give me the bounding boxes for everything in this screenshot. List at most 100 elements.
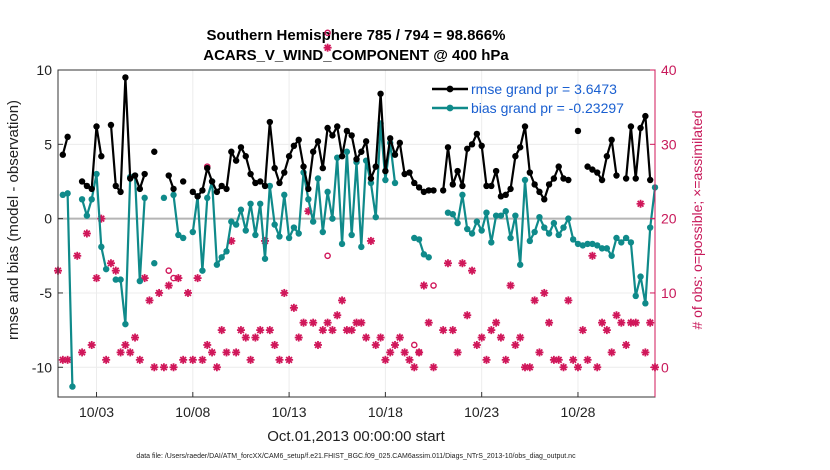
rmse-point (290, 142, 298, 150)
obs-assimilated-marker (593, 363, 602, 372)
obs-possible-marker (324, 29, 331, 37)
rmse-point (127, 175, 134, 182)
obs-assimilated-stroke (324, 319, 332, 327)
bias-point (305, 196, 312, 203)
rmse-point (88, 185, 95, 193)
rmse-point (565, 176, 572, 184)
obs-assimilated-stroke (420, 282, 428, 290)
obs-assimilated-marker (222, 348, 231, 357)
obs-assimilated-stroke (545, 319, 553, 327)
obs-assimilated-marker (569, 355, 578, 364)
bias-point (512, 212, 519, 219)
bias-point (98, 243, 105, 251)
rmse-point (512, 153, 519, 160)
rmse-point (189, 188, 197, 196)
obs-assimilated-marker (313, 340, 322, 349)
bias-point (415, 236, 423, 243)
obs-assimilated-stroke (174, 274, 182, 282)
legend-rmse-label: rmse grand pr = 3.6473 (471, 81, 617, 97)
obs-assimilated-stroke (579, 326, 587, 334)
bias-point (420, 251, 428, 258)
rmse-point (165, 172, 172, 179)
obs-assimilated-stroke (497, 334, 505, 342)
obs-assimilated-marker (357, 318, 366, 327)
obs-assimilated-marker (289, 303, 298, 312)
bias-point (372, 213, 379, 221)
rmse-point (338, 153, 346, 160)
obs-assimilated-stroke (247, 356, 255, 364)
obs-assimilated-stroke (145, 296, 153, 304)
obs-assimilated-marker (338, 296, 347, 305)
obs-assimilated-marker (545, 318, 554, 327)
obs-assimilated-marker (400, 348, 409, 357)
bias-point (266, 182, 274, 190)
rmse-point (396, 139, 404, 147)
obs-assimilated-stroke (117, 348, 125, 356)
bias-point (598, 245, 606, 252)
rmse-point (367, 175, 375, 182)
rmse-point (179, 178, 187, 185)
obs-assimilated-marker (443, 259, 452, 268)
obs-assimilated-stroke (362, 334, 370, 342)
y2-tick-label: 30 (661, 136, 677, 152)
obs-assimilated-stroke (348, 326, 356, 334)
bias-point (69, 383, 76, 390)
obs-assimilated-marker (140, 274, 149, 283)
rmse-point (117, 188, 124, 196)
bias-point (160, 194, 168, 202)
bias-point (516, 261, 524, 268)
obs-assimilated-marker (429, 363, 438, 372)
rmse-point (309, 148, 317, 155)
rmse-point (242, 153, 249, 160)
y-tick-label: -10 (32, 359, 52, 375)
obs-assimilated-marker (265, 326, 274, 335)
bias-point (358, 243, 365, 251)
bias-point (338, 240, 346, 248)
rmse-point (622, 175, 630, 182)
obs-assimilated-stroke (593, 363, 601, 371)
obs-assimilated-marker (424, 318, 433, 327)
obs-assimilated-stroke (237, 326, 245, 334)
rmse-point (170, 185, 177, 193)
obs-assimilated-marker (468, 266, 477, 275)
obs-assimilated-marker (376, 333, 385, 342)
rmse-point (454, 167, 461, 175)
obs-assimilated-marker (439, 326, 448, 335)
bias-point (382, 176, 389, 184)
obs-assimilated-marker (511, 340, 520, 349)
obs-assimilated-stroke (189, 356, 197, 364)
obs-assimilated-marker (530, 296, 539, 305)
bias-point (204, 194, 211, 202)
obs-assimilated-marker (188, 355, 197, 364)
obs-possible-marker (165, 267, 173, 274)
obs-assimilated-stroke (612, 311, 621, 319)
bias-point (151, 260, 158, 267)
rmse-point (560, 175, 567, 182)
rmse-point (358, 148, 365, 155)
obs-assimilated-marker (193, 274, 202, 283)
bias-point (329, 215, 336, 222)
rmse-point (213, 188, 221, 196)
bias-point (550, 219, 558, 227)
obs-assimilated-stroke (319, 326, 327, 334)
obs-assimilated-marker (607, 348, 616, 357)
rmse-point (266, 118, 274, 126)
bias-point (589, 240, 596, 248)
obs-assimilated-marker (63, 355, 72, 364)
obs-possible-marker (430, 282, 437, 289)
obs-assimilated-marker (159, 363, 168, 372)
x-tick-label: 10/13 (272, 404, 307, 420)
obs-assimilated-marker (602, 326, 611, 335)
obs-assimilated-marker (386, 348, 395, 357)
obs-assimilated-marker (617, 318, 626, 327)
obs-assimilated-stroke (179, 356, 187, 364)
bias-point (93, 170, 100, 178)
obs-assimilated-marker (203, 340, 212, 349)
obs-assimilated-stroke (285, 356, 293, 364)
x-tick-label: 10/28 (560, 404, 595, 420)
obs-assimilated-stroke (458, 259, 466, 267)
bias-point (175, 231, 182, 239)
rmse-series (59, 74, 654, 203)
bias-point (468, 230, 476, 237)
obs-assimilated-stroke (632, 319, 640, 327)
